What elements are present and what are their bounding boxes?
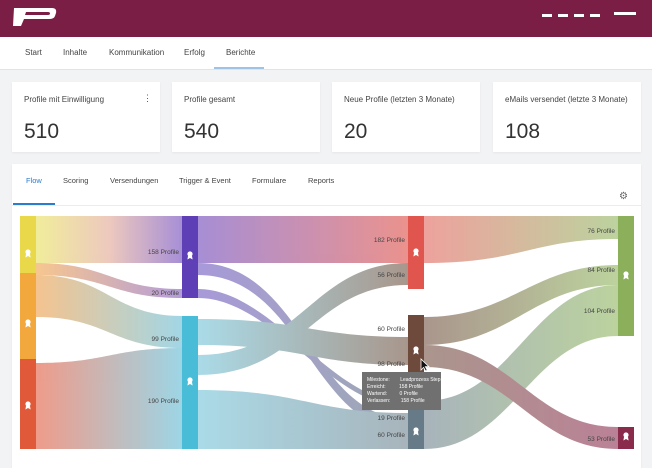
tab-trigger-event[interactable]: Trigger & Event xyxy=(179,176,231,185)
sankey-label: 98 Profile xyxy=(378,361,406,368)
sankey-link xyxy=(36,275,182,348)
sankey-link xyxy=(36,263,182,298)
kpi-title: Profile mit Einwilligung xyxy=(24,95,105,104)
tooltip-key: Verlassen: xyxy=(367,398,391,404)
sankey-label: 60 Profile xyxy=(378,432,406,439)
nav-tab-erfolg[interactable]: Erfolg xyxy=(184,48,205,57)
tooltip-value: 158 Profile xyxy=(399,384,423,390)
tooltip-value: 0 Profile xyxy=(399,391,418,397)
sankey-label: 19 Profile xyxy=(378,415,406,422)
kpi-title: eMails versendet (letzte 3 Monate) xyxy=(505,95,628,104)
kpi-card-einwilligung: Profile mit Einwilligung ⋮ 510 xyxy=(12,82,160,152)
tooltip-line: Milestone: Leadprozess Step 3 xyxy=(367,377,445,383)
sankey-link xyxy=(424,285,618,449)
sankey-link xyxy=(36,348,182,449)
sankey-node[interactable] xyxy=(20,273,36,359)
mouse-cursor-icon xyxy=(420,358,430,372)
tooltip-key: Erreicht: xyxy=(367,384,386,390)
kpi-value: 510 xyxy=(24,120,60,143)
sankey-node[interactable] xyxy=(408,315,424,373)
tooltip-key: Wartend: xyxy=(367,391,388,397)
sankey-label: 76 Profile xyxy=(588,228,616,235)
nav-tab-inhalte[interactable]: Inhalte xyxy=(63,48,88,57)
kpi-value: 540 xyxy=(184,120,220,143)
sankey-node[interactable] xyxy=(20,216,36,273)
tab-formulare[interactable]: Formulare xyxy=(252,176,287,185)
kpi-title: Neue Profile (letzten 3 Monate) xyxy=(344,95,455,104)
top-bar xyxy=(0,0,652,37)
sankey-label: 84 Profile xyxy=(588,267,616,274)
sankey-label: 190 Profile xyxy=(148,398,179,405)
tooltip-line: Erreicht: 158 Profile xyxy=(367,384,423,390)
kpi-card-gesamt: Profile gesamt 540 xyxy=(172,82,320,152)
milestone-tooltip: Milestone: Leadprozess Step 3 Erreicht: … xyxy=(362,372,445,410)
kpi-card-neue-profile: Neue Profile (letzten 3 Monate) 20 xyxy=(332,82,480,152)
nav-tab-kommunikation[interactable]: Kommunikation xyxy=(109,48,165,57)
sankey-link xyxy=(424,345,618,449)
tooltip-line: Verlassen: 158 Profile xyxy=(367,398,425,404)
gear-icon[interactable]: ⚙ xyxy=(619,191,628,202)
tab-scoring[interactable]: Scoring xyxy=(63,176,89,185)
award-icon xyxy=(25,319,31,328)
more-options-icon[interactable]: ⋮ xyxy=(143,93,152,103)
kpi-value: 108 xyxy=(505,120,541,143)
tooltip-value: 158 Profile xyxy=(400,398,425,404)
sankey-label: 53 Profile xyxy=(588,436,616,443)
sankey-link xyxy=(198,390,408,449)
award-icon xyxy=(413,248,419,257)
award-icon xyxy=(187,251,193,260)
kpi-card-emails: eMails versendet (letzte 3 Monate) 108 xyxy=(493,82,641,152)
sankey-label: 56 Profile xyxy=(378,272,406,279)
sankey-links xyxy=(36,216,618,449)
award-icon xyxy=(25,249,31,258)
tab-reports[interactable]: Reports xyxy=(308,176,335,185)
sankey-label: 182 Profile xyxy=(374,237,405,244)
sankey-link xyxy=(424,216,618,263)
tab-flow[interactable]: Flow xyxy=(26,176,42,185)
award-icon xyxy=(623,432,629,441)
kpi-value: 20 xyxy=(344,120,368,143)
sankey-link xyxy=(198,319,408,365)
tooltip-line: Wartend: 0 Profile xyxy=(367,391,418,397)
sankey-label: 20 Profile xyxy=(152,290,180,297)
tab-active-indicator xyxy=(13,203,55,205)
sankey-label: 99 Profile xyxy=(152,336,180,343)
tooltip-value: Leadprozess Step 3 xyxy=(400,377,445,383)
sankey-label: 104 Profile xyxy=(584,308,615,315)
nav-tab-start[interactable]: Start xyxy=(25,48,42,57)
nav-tab-berichte[interactable]: Berichte xyxy=(226,48,256,57)
nav-active-indicator xyxy=(214,67,264,69)
sankey-link xyxy=(424,265,618,345)
award-icon xyxy=(413,346,419,355)
tooltip-key: Milestone: xyxy=(367,377,390,383)
sankey-label: 60 Profile xyxy=(378,326,406,333)
main-nav: Start Inhalte Kommunikation Erfolg Beric… xyxy=(0,37,652,70)
sankey-nodes xyxy=(20,216,634,449)
app-logo[interactable] xyxy=(12,7,58,27)
kpi-title: Profile gesamt xyxy=(184,95,236,104)
flow-sankey-chart: 158 Profile 20 Profile 99 Profile 190 Pr… xyxy=(20,216,634,449)
sankey-link xyxy=(198,216,408,263)
award-icon xyxy=(413,427,419,436)
hamburger-menu-icon[interactable] xyxy=(614,12,636,15)
award-icon xyxy=(623,271,629,280)
sankey-node[interactable] xyxy=(408,401,424,449)
sankey-label: 158 Profile xyxy=(148,249,179,256)
award-icon xyxy=(187,377,193,386)
sankey-labels: 158 Profile 20 Profile 99 Profile 190 Pr… xyxy=(148,228,615,443)
tab-divider xyxy=(12,205,641,206)
award-icon xyxy=(25,401,31,410)
milestone-icons xyxy=(25,248,629,441)
sankey-link xyxy=(36,216,182,263)
tab-versendungen[interactable]: Versendungen xyxy=(110,176,159,185)
